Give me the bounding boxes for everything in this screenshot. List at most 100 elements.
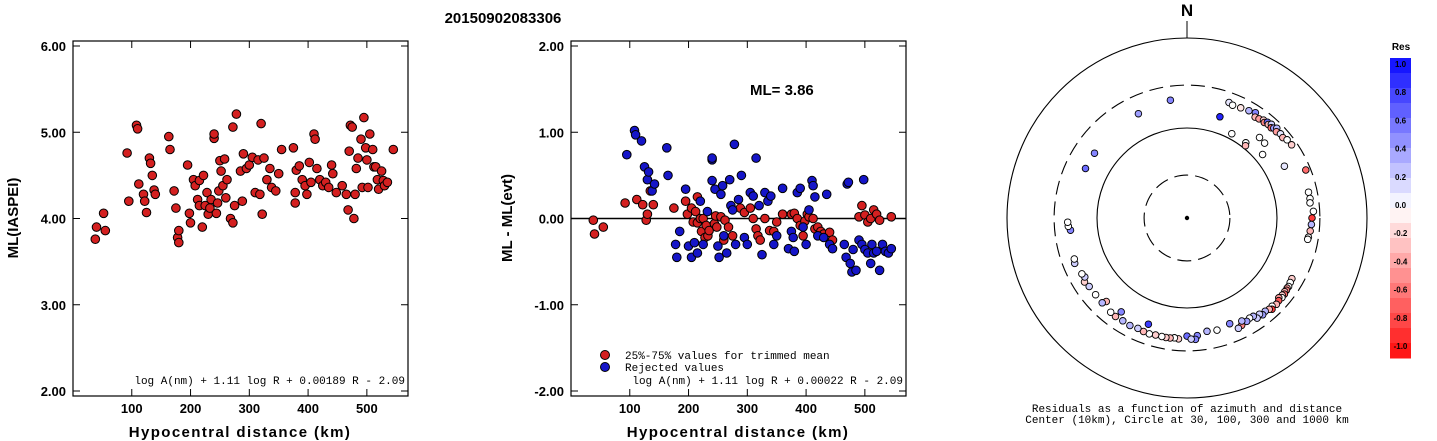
- colorbar-cell: [1390, 193, 1411, 209]
- colorbar-cell: [1390, 283, 1411, 299]
- station-residual-point: [1134, 324, 1142, 333]
- station-residual-point: [1063, 218, 1072, 226]
- colorbar-tick-label: 1.0: [1395, 60, 1407, 69]
- station-residual-point: [1260, 139, 1269, 147]
- station-residual-point: [1228, 129, 1236, 138]
- p1-data-point-series0: [294, 161, 305, 171]
- p2-data-point-rejected: [804, 205, 814, 215]
- p2-data-point-rejected: [848, 244, 858, 255]
- p2-data-point-rejected: [821, 189, 832, 200]
- p1-data-point-series0: [165, 144, 175, 155]
- colorbar-cell: [1390, 73, 1411, 89]
- p1-data-point-series0: [231, 109, 242, 119]
- p2-data-point-trimmed: [874, 215, 885, 225]
- station-residual-point: [1166, 96, 1175, 104]
- p1-data-point-series0: [237, 196, 248, 206]
- xlabel-ml-iaspei: Hypocentral distance (km): [129, 424, 352, 441]
- p1-data-point-series0: [328, 168, 338, 179]
- axis-ticks-ml-iaspei: 100 200 300 400 500 2.00 3.00 4.00 5.00 6.00: [41, 39, 408, 416]
- p2-data-point-rejected: [798, 222, 808, 232]
- station-residual-point: [1090, 149, 1099, 157]
- p2-data-point-rejected: [622, 149, 632, 160]
- ring-1000km: [1006, 37, 1368, 399]
- p1-data-point-series0: [185, 218, 196, 228]
- p1-data-point-series0: [265, 163, 275, 174]
- p1-data-point-series0: [209, 129, 219, 139]
- p1-data-point-series0: [306, 177, 316, 188]
- ring-100km: [1096, 127, 1278, 309]
- p2-data-point-rejected: [714, 252, 724, 263]
- station-residual-point: [1287, 141, 1296, 149]
- p1-data-point-series0: [350, 189, 360, 200]
- p2-data-point-rejected: [636, 136, 647, 146]
- p1-data-point-series0: [367, 144, 378, 155]
- p2-data-point-trimmed: [760, 213, 770, 224]
- x-tick-label: 300: [736, 401, 758, 416]
- station-residual-point: [1187, 335, 1195, 343]
- p1-data-point-series0: [90, 234, 101, 244]
- p1-data-point-series0: [256, 118, 266, 129]
- p1-data-point-series0: [147, 170, 158, 181]
- colorbar-cell: [1390, 118, 1411, 134]
- p1-data-point-series0: [388, 144, 399, 155]
- p1-data-point-series0: [351, 163, 362, 174]
- ring-300km: [1053, 84, 1321, 352]
- colorbar-cell: [1390, 163, 1411, 179]
- polar-caption-line2: Center (10km), Circle at 30, 100, 300 an…: [1025, 415, 1349, 427]
- panel-residual: 100 200 300 400 500 -2.00 -1.00 0.00 1.00 2.00 ML…: [499, 39, 907, 441]
- station-residual-point: [1213, 326, 1221, 334]
- p2-data-point-rejected: [754, 200, 764, 211]
- p1-data-point-series0: [216, 166, 226, 176]
- p1-data-point-series0: [222, 174, 232, 185]
- colorbar-cell: [1390, 268, 1411, 284]
- p2-data-point-rejected: [874, 265, 885, 276]
- p1-data-point-series0: [310, 134, 320, 144]
- p1-data-point-series0: [276, 144, 287, 155]
- p2-data-point-rejected: [719, 231, 729, 241]
- p1-data-point-series0: [211, 208, 222, 219]
- epicenter-marker: [1184, 215, 1190, 221]
- x-tick-label: 500: [854, 401, 876, 416]
- p1-data-point-series0: [362, 155, 372, 165]
- p1-data-point-series0: [353, 153, 363, 163]
- station-residual-point: [1203, 327, 1211, 336]
- station-residual-point: [1070, 255, 1079, 263]
- station-residual-point: [1228, 101, 1237, 109]
- station-residual-point: [1144, 320, 1153, 328]
- p2-data-point-rejected: [736, 170, 747, 181]
- x-tick-label: 200: [180, 401, 202, 416]
- station-residual-point: [1081, 164, 1090, 173]
- p1-data-point-series0: [164, 131, 174, 142]
- p1-data-point-series0: [326, 160, 337, 170]
- colorbar-tick-label: -1.0: [1394, 342, 1408, 351]
- ylabel-residual: ML - ML(evt): [499, 174, 516, 262]
- p2-data-point-rejected: [727, 205, 738, 215]
- p2-data-point-trimmed: [727, 231, 738, 241]
- figure-title: 20150902083306: [445, 10, 562, 27]
- p2-data-point-rejected: [757, 249, 767, 260]
- p1-data-point-series0: [344, 146, 355, 156]
- p2-data-point-rejected: [851, 265, 861, 276]
- station-residual-point: [1308, 214, 1316, 222]
- y-tick-label: 1.00: [539, 125, 564, 140]
- colorbar-cell: [1390, 178, 1411, 194]
- p2-data-point-rejected: [730, 239, 741, 250]
- p2-data-point-trimmed: [637, 199, 648, 210]
- p2-data-point-trimmed: [598, 222, 609, 232]
- p1-data-point-series0: [273, 168, 284, 179]
- colorbar-tick-label: 0.0: [1395, 201, 1407, 210]
- p2-data-point-rejected: [702, 206, 713, 217]
- p2-data-point-rejected: [858, 174, 869, 185]
- p1-data-point-series0: [229, 200, 240, 211]
- x-tick-label: 100: [619, 401, 641, 416]
- p1-data-point-series0: [359, 112, 369, 123]
- p2-data-point-trimmed: [745, 203, 756, 213]
- p2-data-point-rejected: [663, 170, 673, 181]
- station-residuals: [1063, 96, 1318, 344]
- station-residual-point: [1078, 270, 1086, 278]
- station-residual-point: [1283, 136, 1291, 144]
- colorbar-cell: [1390, 88, 1411, 104]
- p1-data-point-series0: [132, 124, 143, 134]
- colorbar-tick-label: 0.6: [1395, 116, 1407, 125]
